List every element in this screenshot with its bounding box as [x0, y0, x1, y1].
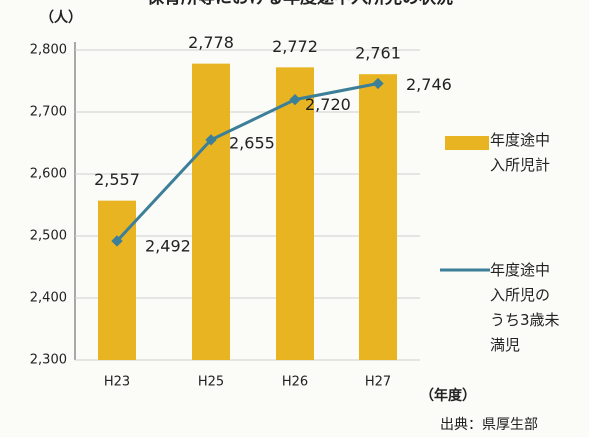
data-label: 2,655 — [229, 133, 275, 152]
y-tick-label: 2,600 — [30, 167, 67, 182]
y-tick-label: 2,800 — [30, 43, 67, 58]
x-tick-label: H26 — [282, 375, 308, 390]
y-unit: （人） — [40, 9, 82, 26]
y-tick-label: 2,300 — [30, 353, 67, 368]
line — [115, 82, 379, 242]
line-point — [205, 134, 217, 146]
data-label: 2,778 — [188, 33, 234, 52]
y-tick-label: 2,700 — [30, 105, 67, 120]
chart-title: 保育所等における年度途中入所児の状況 — [146, 0, 453, 8]
data-label: 2,746 — [406, 75, 452, 94]
x-tick-label: H25 — [198, 375, 224, 390]
bar — [192, 63, 230, 360]
data-label: 2,492 — [145, 236, 191, 255]
bar — [276, 67, 314, 361]
bar — [359, 74, 397, 361]
x-tick-label: H27 — [365, 375, 391, 390]
legend-label: 年度途中入所児計 — [490, 131, 551, 174]
y-tick-label: 2,400 — [30, 291, 67, 306]
legend-label: 年度途中入所児のうち3歳未満児 — [490, 261, 560, 354]
x-tick-label: H23 — [104, 375, 130, 390]
data-label: 2,720 — [305, 95, 351, 114]
data-label: 2,761 — [355, 44, 401, 63]
data-label: 2,557 — [94, 170, 140, 189]
source: 出典：県厚生部 — [440, 417, 538, 433]
x-unit: （年度） — [420, 387, 476, 404]
legend-swatch — [445, 136, 489, 150]
y-tick-label: 2,500 — [30, 229, 67, 244]
data-label: 2,772 — [272, 37, 318, 56]
